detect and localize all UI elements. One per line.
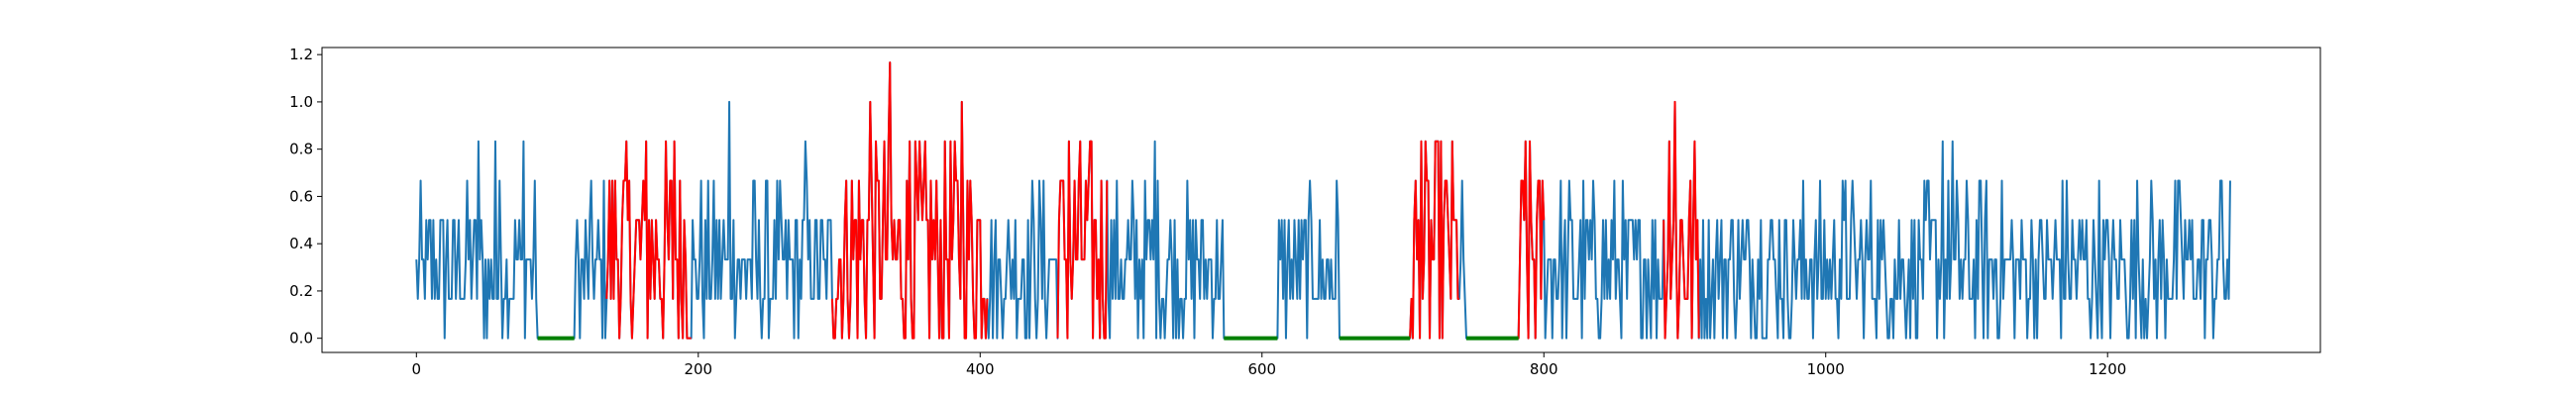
anomaly-segment-5	[1663, 100, 1700, 340]
y-tick-label: 0.8	[289, 141, 313, 158]
anomaly-segment-4	[1515, 140, 1546, 340]
x-tick-label: 600	[1247, 360, 1276, 378]
y-tick-label: 0.6	[289, 187, 313, 205]
x-tick-label: 800	[1530, 360, 1558, 378]
x-tick-label: 0	[412, 360, 422, 378]
anomaly-segment-2	[1056, 140, 1109, 340]
anomaly-segment-0	[605, 140, 692, 340]
anomaly-segment-3	[1409, 140, 1459, 340]
series-line-signal	[415, 61, 2231, 340]
y-axis: 0.0 0.2 0.4 0.6 0.8 1.0 1.2	[289, 46, 322, 347]
x-axis: 0 200 400 600 800 1000 1200	[412, 352, 2126, 378]
y-tick-label: 1.2	[289, 46, 313, 63]
anomaly-segment-1	[830, 61, 989, 340]
x-tick-label: 1200	[2089, 360, 2126, 378]
x-tick-label: 400	[966, 360, 995, 378]
y-tick-label: 0.0	[289, 330, 313, 347]
y-tick-label: 1.0	[289, 93, 313, 111]
plot-lines	[415, 61, 2231, 341]
x-tick-label: 200	[684, 360, 712, 378]
y-tick-label: 0.4	[289, 235, 313, 252]
y-tick-label: 0.2	[289, 282, 313, 300]
plot-frame	[321, 47, 2321, 353]
x-tick-label: 1000	[1807, 360, 1845, 378]
